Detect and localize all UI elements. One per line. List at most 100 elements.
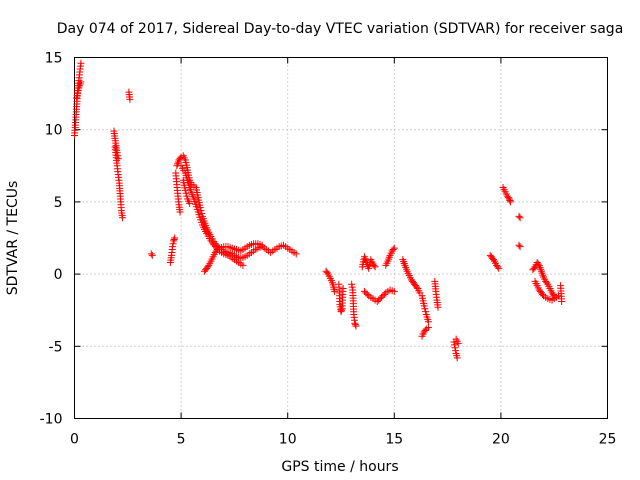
data-point: [434, 303, 442, 311]
data-point: [516, 214, 524, 222]
data-point: [379, 292, 387, 300]
data-point: [348, 280, 356, 288]
data-point: [420, 302, 428, 310]
data-point: [454, 339, 462, 347]
data-point: [176, 208, 184, 216]
data-point: [506, 198, 514, 206]
data-point: [182, 189, 190, 197]
data-point: [375, 296, 383, 304]
data-point: [212, 247, 220, 255]
data-point: [538, 290, 546, 298]
data-point: [365, 264, 373, 272]
data-point: [351, 321, 359, 329]
data-point: [239, 261, 247, 269]
data-point: [337, 308, 345, 316]
data-point: [421, 305, 429, 313]
data-point: [421, 326, 429, 334]
data-point: [176, 155, 184, 163]
data-point: [515, 241, 523, 249]
data-point: [170, 237, 178, 245]
x-tick-label: 25: [599, 432, 617, 448]
data-point: [370, 261, 378, 269]
data-point: [186, 199, 194, 207]
y-tick-label: 15: [45, 51, 63, 67]
data-point: [323, 269, 331, 277]
data-point: [338, 306, 346, 314]
data-point: [549, 290, 557, 298]
data-point: [378, 293, 386, 301]
y-tick-label: -5: [49, 339, 63, 355]
data-point: [331, 287, 339, 295]
data-point: [362, 289, 370, 297]
data-point: [77, 59, 85, 67]
data-point: [389, 246, 397, 254]
x-tick-label: 10: [279, 432, 297, 448]
data-point: [373, 298, 381, 306]
data-point: [506, 196, 514, 204]
data-point: [204, 263, 212, 271]
data-points: [71, 59, 566, 362]
data-point: [552, 293, 560, 301]
data-point: [424, 324, 432, 332]
x-tick-label: 20: [492, 432, 510, 448]
data-point: [181, 186, 189, 194]
data-point: [422, 308, 430, 316]
data-point: [351, 319, 359, 327]
grid: [74, 57, 608, 419]
data-point: [339, 285, 347, 293]
y-tick-label: 0: [54, 267, 63, 283]
data-point: [390, 287, 398, 295]
data-point: [494, 263, 502, 271]
y-axis-label: SDTVAR / TECUs: [5, 181, 21, 296]
data-point: [171, 234, 179, 242]
data-point: [366, 259, 374, 267]
data-point: [380, 290, 388, 298]
data-point: [516, 243, 524, 251]
y-tick-label: -10: [40, 412, 63, 428]
data-point: [543, 279, 551, 287]
data-point: [169, 243, 177, 251]
x-tick-label: 0: [70, 432, 79, 448]
data-point: [504, 194, 512, 202]
data-point: [148, 251, 156, 259]
x-axis-label: GPS time / hours: [281, 459, 398, 475]
data-point: [413, 283, 421, 291]
data-point: [352, 322, 360, 330]
data-point: [77, 78, 85, 86]
axis-ticks: 0 5 10 15 20 25 -10 -5 0 5 10 15: [40, 51, 617, 448]
data-point: [452, 347, 460, 355]
data-point: [495, 264, 503, 272]
data-point: [292, 250, 300, 258]
data-point: [451, 344, 459, 352]
data-point: [451, 341, 459, 349]
y-tick-label: 10: [45, 123, 63, 139]
chart-title: Day 074 of 2017, Sidereal Day-to-day VTE…: [57, 21, 624, 37]
data-point: [363, 290, 371, 298]
data-point: [534, 260, 542, 268]
x-tick-label: 5: [177, 432, 186, 448]
data-point: [170, 235, 178, 243]
data-point: [376, 295, 384, 303]
data-point: [258, 241, 266, 249]
data-point: [515, 212, 523, 220]
data-point: [453, 354, 461, 362]
data-point: [126, 95, 134, 103]
data-point: [390, 244, 398, 252]
data-point: [183, 192, 191, 200]
y-tick-label: 5: [54, 195, 63, 211]
x-tick-label: 15: [385, 432, 403, 448]
plot-frame: [74, 57, 608, 419]
data-point: [197, 207, 205, 215]
data-point: [371, 263, 379, 271]
data-point: [505, 195, 513, 203]
data-point: [489, 256, 497, 264]
data-point: [530, 264, 538, 272]
data-point: [118, 214, 126, 222]
data-point: [558, 298, 566, 306]
data-point: [169, 240, 177, 248]
data-point: [348, 283, 356, 291]
data-point: [360, 287, 368, 295]
data-point: [196, 204, 204, 212]
